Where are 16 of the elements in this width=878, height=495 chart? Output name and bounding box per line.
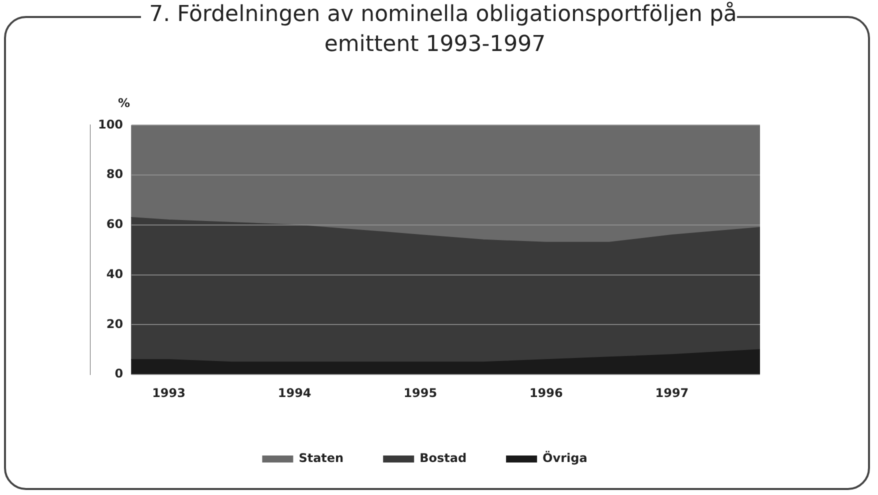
legend-label: Övriga — [542, 450, 588, 466]
y-tick-label: 60 — [106, 217, 124, 232]
y-tick-label: 40 — [106, 266, 124, 281]
y-tick-label: 80 — [106, 167, 124, 182]
legend-label: Bostad — [420, 451, 467, 466]
y-tick-label: 100 — [98, 117, 124, 132]
chart-title: 7. Fördelningen av nominella obligationsportföljen på emittent 1993-1997 — [141, 2, 737, 57]
y-tick-label: 0 — [114, 366, 124, 381]
x-tick-label: 1994 — [278, 386, 312, 400]
x-tick-label: 1995 — [404, 386, 438, 400]
y-tick-label: 20 — [106, 316, 124, 331]
legend-label: Staten — [298, 451, 344, 466]
x-tick-label: 1997 — [655, 386, 689, 400]
x-tick-label: 1996 — [529, 386, 563, 400]
y-axis-title: % — [118, 96, 130, 110]
x-tick-label: 1993 — [152, 386, 186, 400]
